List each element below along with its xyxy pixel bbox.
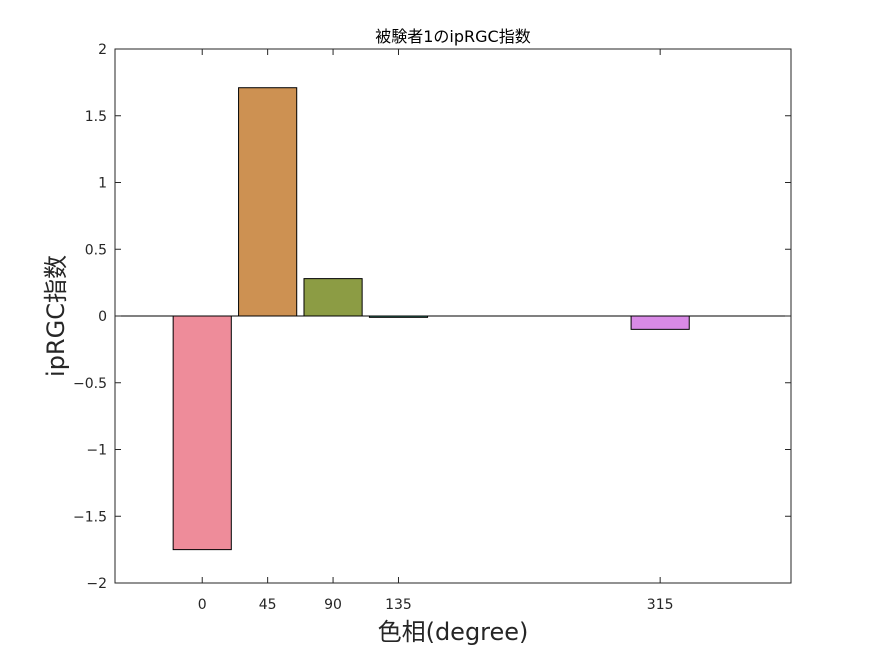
x-tick-label: 135 xyxy=(385,597,412,613)
y-tick-label: 1.5 xyxy=(85,109,107,125)
x-tick-label: 90 xyxy=(324,597,342,613)
bar-90 xyxy=(303,278,363,317)
x-tick-label: 315 xyxy=(647,597,674,613)
y-tick-label: −2 xyxy=(86,576,107,592)
bars-layer xyxy=(172,87,690,551)
y-tick-label: −1.5 xyxy=(73,509,107,525)
bar-0 xyxy=(172,315,232,551)
y-tick-label: 0 xyxy=(98,309,107,325)
y-axis-label: ipRGC指数 xyxy=(42,255,70,377)
y-tick-label: 2 xyxy=(98,42,107,58)
chart-title: 被験者1のipRGC指数 xyxy=(375,27,530,46)
y-tick-label: −1 xyxy=(86,443,107,459)
y-tick-label: 1 xyxy=(98,176,107,192)
bar-45 xyxy=(238,87,298,317)
x-axis-label: 色相(degree) xyxy=(378,618,529,646)
ticks-layer: 2 1.5 1 0.5 0 −0.5 −1 −1.5 −2 0 45 90 135 315 xyxy=(73,42,791,613)
y-tick-label: −0.5 xyxy=(73,376,107,392)
bar-315 xyxy=(630,315,690,330)
y-tick-label: 0.5 xyxy=(85,242,107,258)
x-tick-label: 0 xyxy=(198,597,207,613)
x-tick-label: 45 xyxy=(259,597,277,613)
